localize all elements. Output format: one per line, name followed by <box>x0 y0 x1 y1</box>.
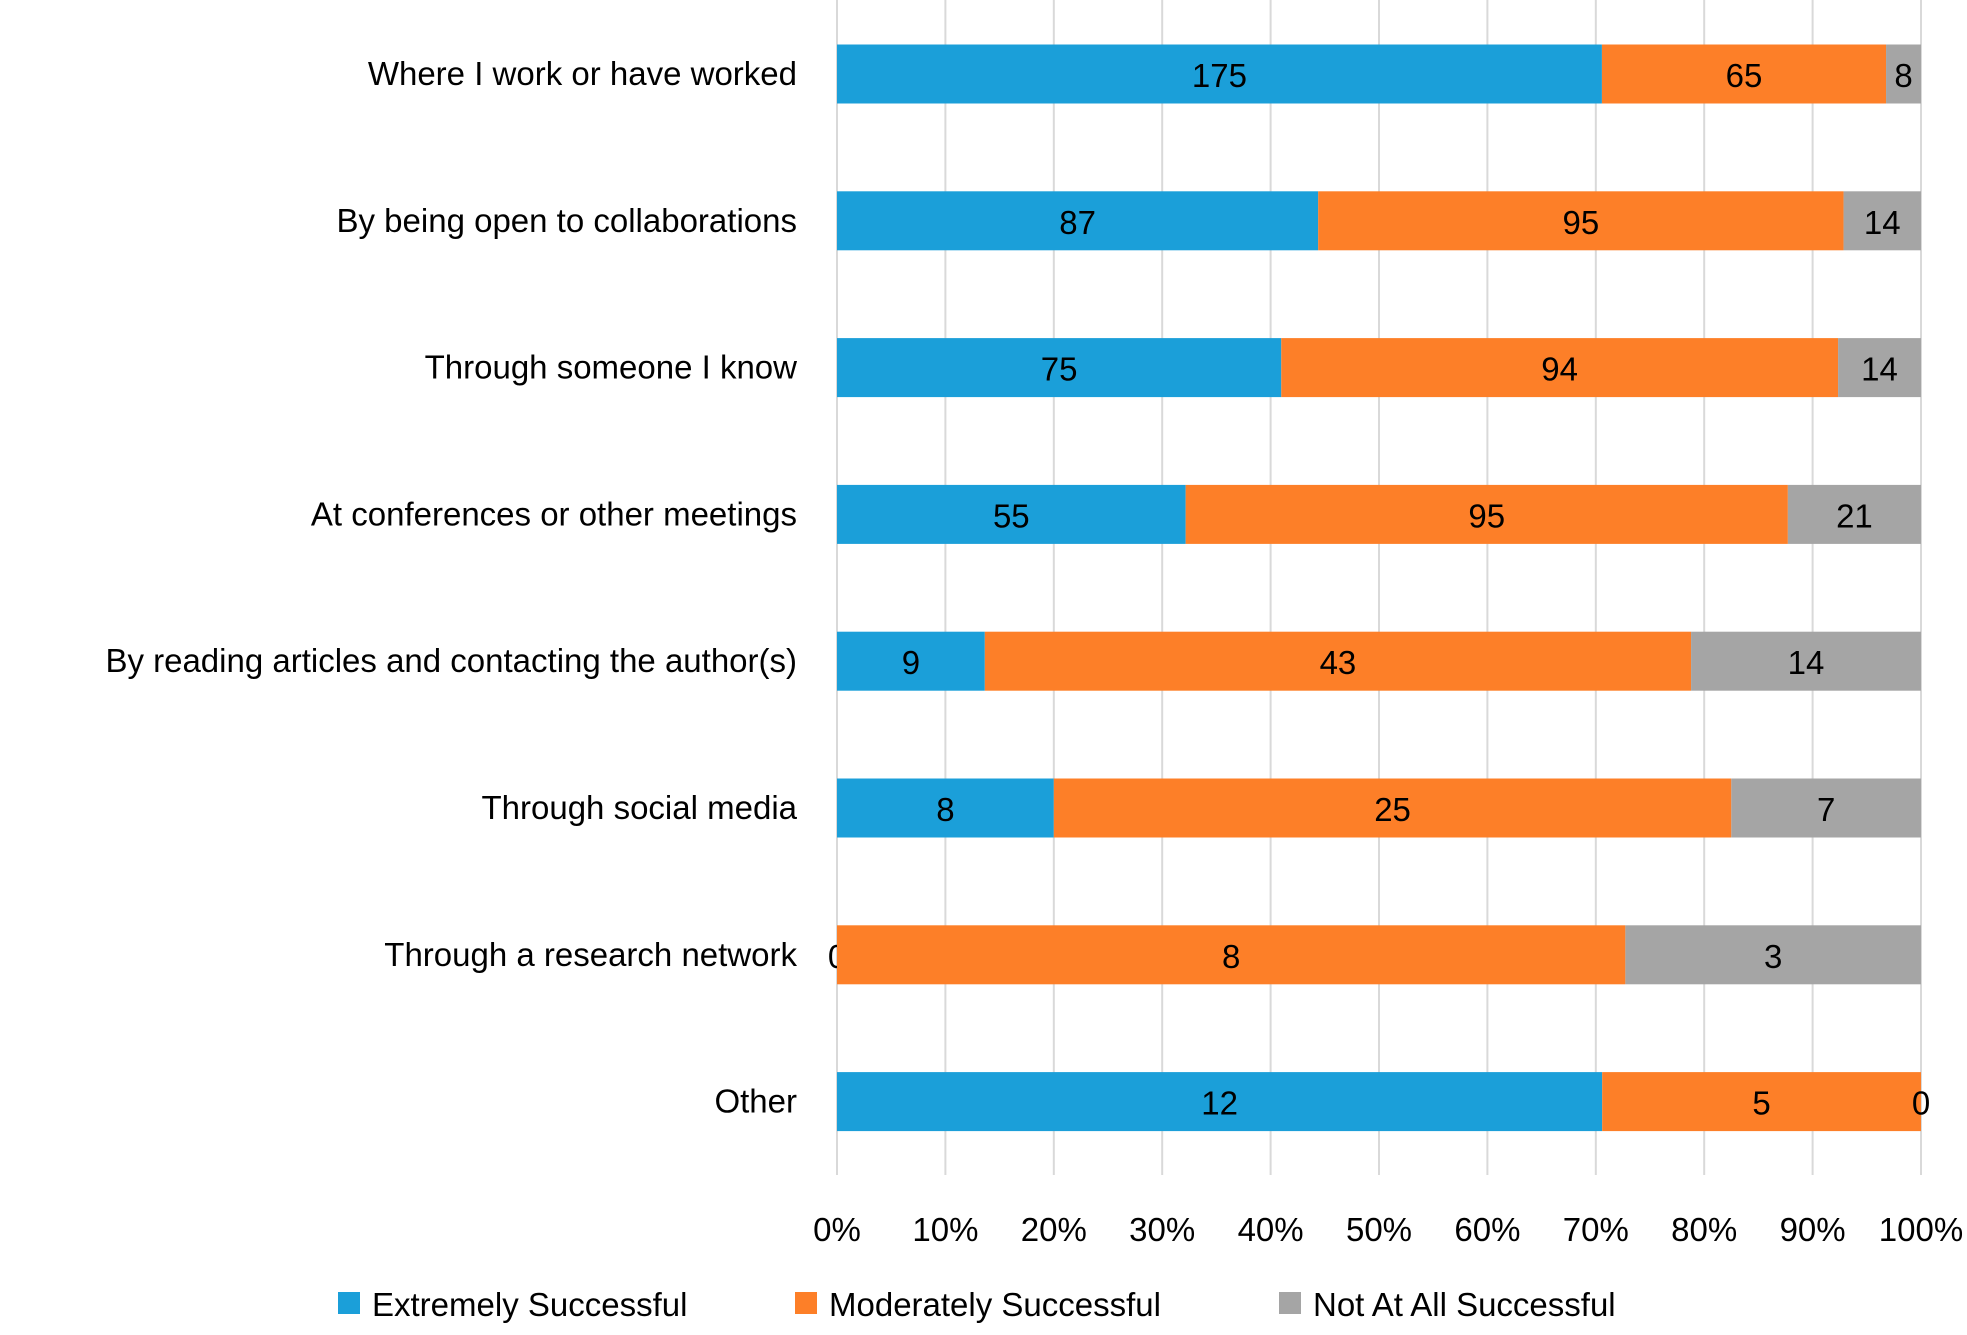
category-label: Where I work or have worked <box>368 55 797 92</box>
data-label: 14 <box>1864 204 1901 241</box>
bar-segment <box>1185 484 1788 544</box>
category-label: Other <box>714 1083 797 1120</box>
legend-label: Moderately Successful <box>829 1286 1161 1323</box>
x-tick-label: 0% <box>813 1211 861 1248</box>
bar-segment <box>837 338 1282 398</box>
category-label: Through social media <box>482 789 798 826</box>
x-tick-label: 60% <box>1454 1211 1520 1248</box>
x-tick-label: 70% <box>1563 1211 1629 1248</box>
bar-segment <box>837 44 1602 104</box>
x-tick-label: 90% <box>1780 1211 1846 1248</box>
bar-segment <box>1787 484 1921 544</box>
legend-swatch <box>1279 1292 1301 1314</box>
bar-segment <box>1602 1072 1921 1132</box>
data-label: 175 <box>1192 57 1247 94</box>
bar-segment <box>837 191 1319 251</box>
legend-label: Extremely Successful <box>372 1286 687 1323</box>
bar-segment <box>837 778 1054 838</box>
data-label: 65 <box>1726 57 1763 94</box>
data-label: 95 <box>1563 204 1600 241</box>
data-label: 12 <box>1201 1085 1238 1122</box>
category-label: Through someone I know <box>425 349 798 386</box>
bar-segment <box>837 925 1626 985</box>
legend-swatch <box>338 1292 360 1314</box>
bar-segment <box>1886 44 1921 104</box>
bar-segment <box>837 484 1186 544</box>
legend-label: Not At All Successful <box>1313 1286 1616 1323</box>
legend-swatch <box>795 1292 817 1314</box>
data-label: 7 <box>1817 791 1835 828</box>
bar-segment <box>1625 925 1921 985</box>
data-label: 9 <box>902 644 920 681</box>
x-tick-label: 30% <box>1129 1211 1195 1248</box>
data-label: 5 <box>1752 1085 1770 1122</box>
x-tick-label: 80% <box>1671 1211 1737 1248</box>
x-tick-label: 50% <box>1346 1211 1412 1248</box>
data-label: 8 <box>1894 57 1912 94</box>
data-label: 8 <box>1222 938 1240 975</box>
x-tick-label: 20% <box>1021 1211 1087 1248</box>
bar-segment <box>984 631 1692 691</box>
data-label: 95 <box>1468 497 1505 534</box>
x-tick-label: 10% <box>912 1211 978 1248</box>
data-label: 43 <box>1320 644 1357 681</box>
bar-segment <box>1318 191 1844 251</box>
bar-segment <box>1601 44 1887 104</box>
bar-segment <box>837 631 985 691</box>
data-label: 94 <box>1541 351 1578 388</box>
x-tick-label: 100% <box>1879 1211 1963 1248</box>
data-label: 87 <box>1059 204 1096 241</box>
bar-segment <box>1731 778 1921 838</box>
data-label: 21 <box>1836 497 1873 534</box>
category-label: By reading articles and contacting the a… <box>105 642 797 679</box>
bar-segment <box>1281 338 1839 398</box>
category-label: At conferences or other meetings <box>311 495 797 532</box>
bar-segment <box>1053 778 1732 838</box>
bar-segment <box>1843 191 1921 251</box>
data-label: 25 <box>1374 791 1411 828</box>
data-label: 75 <box>1041 351 1078 388</box>
data-label: 14 <box>1788 644 1825 681</box>
data-label: 3 <box>1764 938 1782 975</box>
bar-segment <box>1691 631 1921 691</box>
x-tick-label: 40% <box>1238 1211 1304 1248</box>
category-label: Through a research network <box>384 936 797 973</box>
data-label: 14 <box>1861 351 1898 388</box>
data-label: 0 <box>1912 1085 1930 1122</box>
bar-segment <box>1838 338 1921 398</box>
bar-segment <box>837 1072 1603 1132</box>
category-label: By being open to collaborations <box>337 202 798 239</box>
data-label: 8 <box>936 791 954 828</box>
data-label: 55 <box>993 497 1030 534</box>
